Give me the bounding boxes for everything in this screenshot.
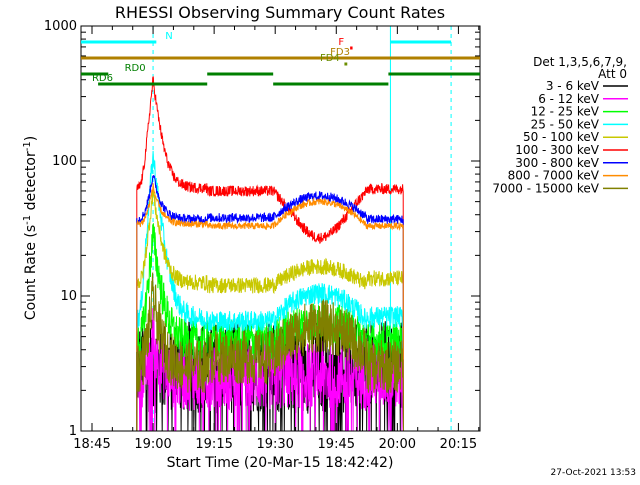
chart-title: RHESSI Observing Summary Count Rates [115,3,445,22]
x-tick-label-4: 19:45 [318,437,355,452]
x-tick-label-5: 20:00 [379,437,416,452]
y-axis-label-sup: -1 [22,215,33,225]
legend-label-6: 300 - 800 keV [515,156,599,170]
series-line-100-300-kev [136,75,404,431]
footer-timestamp: 27-Oct-2021 13:53 [551,468,636,478]
plot-area [136,26,452,431]
flag-bar-rd6-0 [98,82,208,86]
x-tick-label-6: 20:15 [440,437,477,452]
flag-bar-n-0 [81,40,157,44]
flag-bar-rd0-1 [207,72,274,76]
series-line-50-100-kev [136,189,404,431]
y-axis-label-main: Count Rate (s [23,225,39,320]
y-axis: 1 10 100 1000 [44,19,480,439]
legend-label-8: 7000 - 15000 keV [492,181,599,195]
flag-label-fd3: FD3 [330,47,350,58]
legend-label-3: 25 - 50 keV [531,117,600,131]
x-axis-label: Start Time (20-Mar-15 18:42:42) [167,455,394,471]
x-tick-label-0: 18:45 [73,437,110,452]
legend-label-1: 6 - 12 keV [538,92,600,106]
flag-label-rd6: RD6 [92,73,113,84]
flag-label-n: N [165,31,172,42]
flag-bar-n-1 [390,40,452,44]
legend-label-5: 100 - 300 keV [515,143,599,157]
flag-bar-rd0-0 [81,72,109,76]
x-tick-label-3: 19:30 [256,437,293,452]
flag-bar-rd0-2 [388,72,480,76]
y-axis-label-sup2: -1 [22,141,33,151]
y-tick-label-2: 100 [52,154,77,169]
plot-frame [80,25,481,432]
flag-label-rd0: RD0 [125,63,146,74]
x-axis: 18:45 19:00 19:15 19:30 19:45 20:00 20:15 [73,26,480,452]
y-axis-label-end: ) [23,136,39,141]
y-axis-label-mid: detector [23,151,39,215]
legend-label-4: 50 - 100 keV [523,130,600,144]
y-tick-label-3: 1000 [44,19,77,34]
flag-label-fd4: FD4 [320,53,340,64]
x-tick-label-1: 19:00 [134,437,171,452]
legend-label-0: 3 - 6 keV [546,79,600,93]
legend-label-2: 12 - 25 keV [531,105,600,119]
y-tick-label-1: 10 [60,289,77,304]
flag-bar-fd4-0 [344,62,348,66]
legend-header-line1: Det 1,3,5,6,7,9, [533,55,627,69]
flag-label-f: F [338,37,344,48]
series-line-300-800-kev [136,175,404,431]
y-axis-label: Count Rate (s-1 detector-1) [22,136,39,320]
series-line-800-7000-kev [136,183,404,431]
x-tick-label-2: 19:15 [195,437,232,452]
y-tick-label-0: 1 [69,424,77,439]
legend-header-line2: Att 0 [598,67,627,81]
flag-bar-f-0 [350,46,353,50]
series-line-7000-15000-kev [136,272,404,431]
flag-bar-rd6-1 [273,82,389,86]
series-line-25-50-kev [136,150,404,431]
flag-bar-fd3-0 [81,56,480,60]
legend-label-7: 800 - 7000 keV [508,169,600,183]
